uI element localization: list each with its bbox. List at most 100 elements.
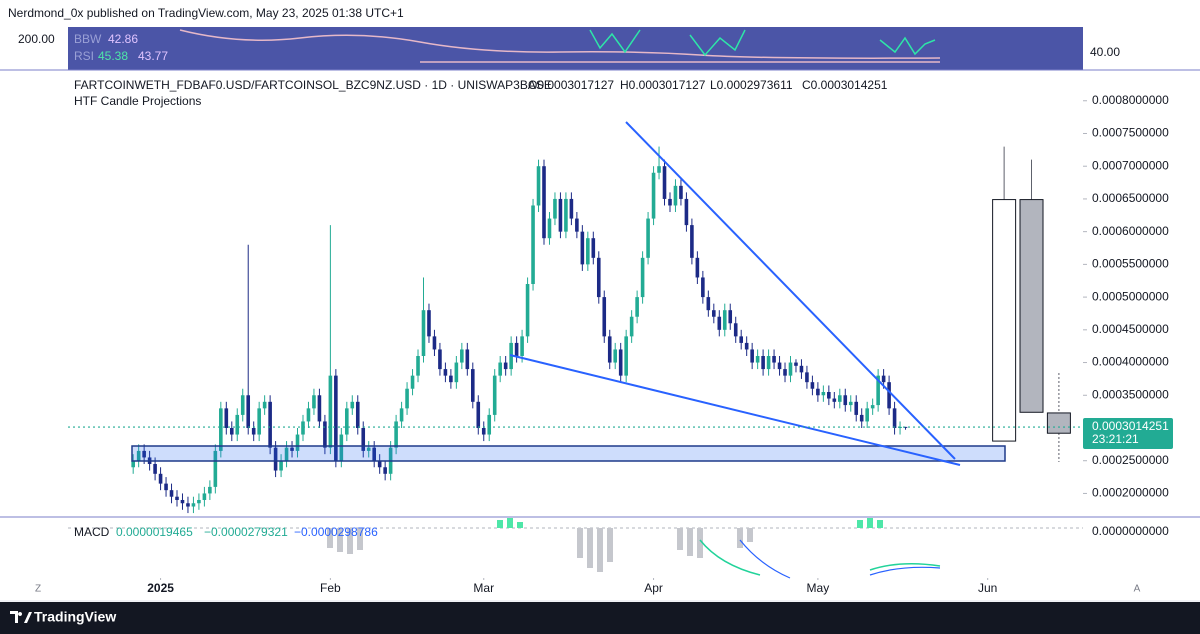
candle-body [290,447,294,451]
top-left-label: 200.00 [18,32,55,46]
ohlc-close: C0.0003014251 [802,78,888,92]
candle-body [180,499,185,504]
candle-layer [131,146,908,514]
candle-body [279,460,283,471]
y-tick-label: 0.0004500000 [1092,322,1169,336]
candle-body [421,310,426,357]
projection-body [1019,199,1044,413]
candle-body [744,342,749,350]
candle-body [334,375,338,461]
rsi-value: 45.38 [98,49,128,63]
candle-body [169,490,174,497]
rsi-ma [179,29,941,59]
candle-body [481,427,486,435]
candle-body [339,434,344,461]
candle-body [848,401,853,406]
candle-body [712,310,716,317]
candle-body [361,427,366,451]
y-tick-label: 0.0006500000 [1092,191,1169,205]
candle-body [788,362,793,376]
x-tick-label: Apr [644,581,663,595]
bbw-value: 42.86 [108,32,138,46]
candle-body [640,257,645,298]
candle-body [355,401,360,428]
candle-body [405,388,409,409]
candle-body [366,447,371,451]
signal-line [739,539,941,579]
candle-body [268,401,272,448]
candle-body [219,408,223,451]
candle-body [854,401,859,415]
candle-body [377,460,382,468]
candle-body [164,483,168,491]
candle-body [525,284,530,337]
candle-body [739,336,743,343]
candle-body [323,421,327,448]
candle-body [805,372,809,383]
candle-body [799,365,804,373]
candle-body [733,323,738,337]
auto-scale-button[interactable]: A [1134,584,1141,595]
candle-body [772,356,776,363]
candle-body [881,375,886,383]
candle-body [383,467,387,474]
zoom-button[interactable]: Z [35,584,41,595]
candle-body [410,375,415,389]
footer [0,602,1200,634]
candle-body [657,166,661,173]
candle-body [837,395,842,402]
candle-body [208,486,212,494]
candle-body [372,447,376,461]
candle-body [131,460,135,468]
candle-body [558,198,563,232]
y-tick-label: 0.0007000000 [1092,158,1169,172]
candle-body [312,395,316,409]
candle-body [728,310,733,324]
y-tick-label: 0.0003500000 [1092,387,1169,401]
candle-body [454,362,459,383]
candle-body [695,257,700,278]
candle-body [635,297,639,317]
candle-body [460,349,464,363]
trendline-lower [509,354,961,466]
x-tick-label: Mar [473,581,494,595]
x-tick-label: 2025 [147,581,174,595]
candle-body [235,414,240,435]
candle-body [722,310,727,330]
candle-body [750,349,754,363]
y-tick-label: 0.0008000000 [1092,93,1169,107]
candle-body [470,369,475,402]
x-tick-label: Jun [978,581,997,595]
top-pane [68,27,1083,70]
indicator-name: HTF Candle Projections [74,94,201,108]
candle-body [629,316,634,337]
symbol: FARTCOINWETH_FDBAF0.USD/FARTCOINSOL_BZC9… [74,78,552,92]
bbw-name: BBW [74,32,102,46]
candle-body [684,198,689,226]
rsi-name: RSI [74,49,94,63]
candle-body [350,401,355,409]
candle-body [229,427,234,435]
candle-body [240,395,245,415]
candle-body [794,362,798,366]
brand: TradingView [34,609,116,625]
candle-body [668,198,672,206]
candle-body [197,499,201,504]
candle-body [142,450,146,458]
candle-body [520,336,524,357]
last-price-label: 0.0003014251 [1092,419,1169,433]
candle-body [646,218,650,258]
candle-body [295,434,300,451]
ohlc-open: O0.0003017127 [528,78,614,92]
candle-body [832,398,837,402]
candle-body [602,297,607,337]
candle-body [262,401,267,409]
candle-body [186,503,190,507]
countdown: 23:21:21 [1092,432,1139,446]
candle-body [859,414,864,422]
candle-body [547,218,552,239]
candle-body [213,450,218,487]
macd-axis-label: 0.0000000000 [1092,524,1169,538]
candle-body [202,493,207,500]
